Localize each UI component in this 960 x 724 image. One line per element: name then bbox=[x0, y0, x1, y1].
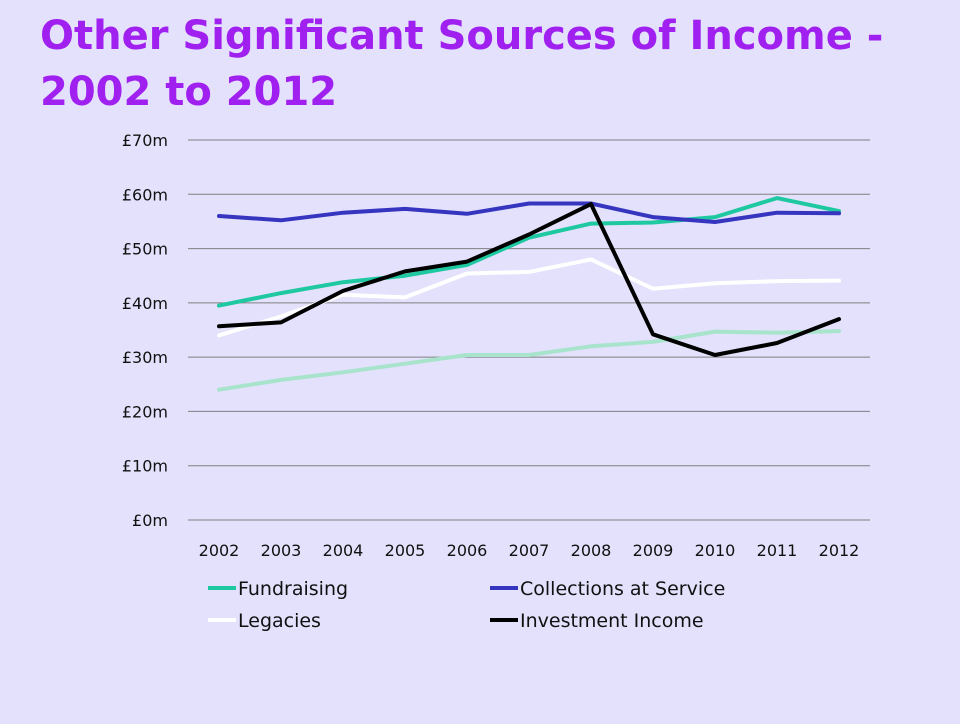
legend-label: Collections at Service bbox=[520, 578, 725, 600]
slide-title: Other Significant Sources of Income - 20… bbox=[40, 13, 884, 115]
x-tick-label: 2002 bbox=[199, 541, 240, 560]
y-tick-label: £60m bbox=[122, 185, 168, 204]
series-line-collections-at-service bbox=[217, 201, 841, 224]
x-tick-label: 2006 bbox=[447, 541, 488, 560]
y-tick-label: £0m bbox=[132, 511, 168, 530]
series-line-investment-income bbox=[217, 202, 841, 357]
series-line-fundraising bbox=[217, 196, 841, 308]
legend: Fundraising Collections at Service Legacie… bbox=[208, 578, 725, 632]
x-tick-label: 2008 bbox=[571, 541, 612, 560]
x-tick-label: 2010 bbox=[695, 541, 736, 560]
y-tick-label: £10m bbox=[122, 457, 168, 476]
y-tick-label: £40m bbox=[122, 294, 168, 313]
x-tick-label: 2005 bbox=[385, 541, 426, 560]
x-tick-label: 2012 bbox=[819, 541, 860, 560]
y-tick-label: £30m bbox=[122, 348, 168, 367]
series-line-unlabeled bbox=[217, 329, 841, 392]
x-tick-label: 2011 bbox=[757, 541, 798, 560]
gridlines bbox=[188, 139, 870, 521]
legend-label: Fundraising bbox=[238, 578, 348, 600]
legend-label: Investment Income bbox=[520, 610, 704, 632]
x-tick-label: 2003 bbox=[261, 541, 302, 560]
series-lines bbox=[217, 196, 841, 392]
x-tick-label: 2007 bbox=[509, 541, 550, 560]
y-axis-ticks: £0m £10m £20m £30m £40m £50m £60m £70m bbox=[122, 131, 168, 530]
x-axis-ticks: 2002 2003 2004 2005 2006 2007 2008 2009 2010 2011… bbox=[199, 541, 860, 560]
y-tick-label: £70m bbox=[122, 131, 168, 150]
x-tick-label: 2009 bbox=[633, 541, 674, 560]
series-line-legacies bbox=[217, 257, 841, 338]
x-tick-label: 2004 bbox=[323, 541, 364, 560]
y-tick-label: £50m bbox=[122, 240, 168, 259]
y-tick-label: £20m bbox=[122, 402, 168, 421]
legend-label: Legacies bbox=[238, 610, 321, 632]
